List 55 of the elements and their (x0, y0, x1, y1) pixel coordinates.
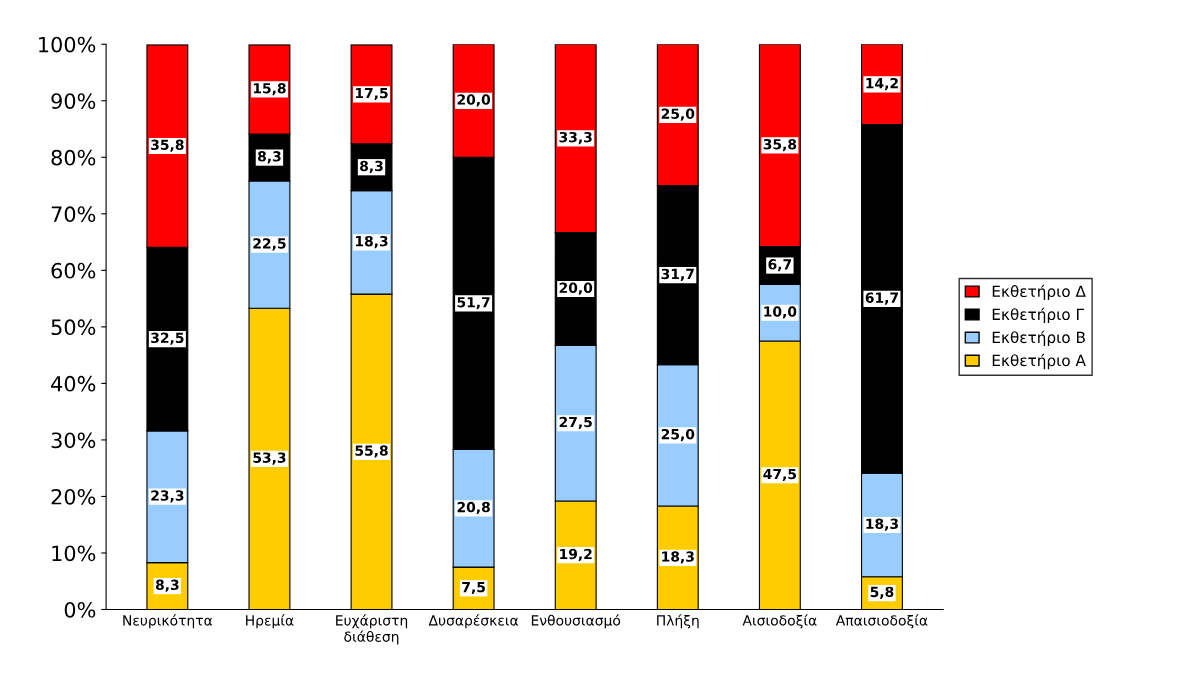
y-tick-label: 80% (51, 149, 96, 166)
data-label: 32,5 (151, 332, 184, 345)
data-label: 7,5 (462, 582, 485, 595)
data-label: 18,3 (355, 235, 388, 249)
data-label: 8,3 (360, 160, 383, 174)
y-tick-label: 30% (51, 432, 96, 449)
data-label: 27,5 (559, 416, 592, 430)
data-label: 61,7 (865, 292, 898, 305)
data-label: 6,7 (768, 259, 792, 272)
data-label: 5,8 (870, 586, 894, 599)
y-tick-label: 20% (51, 488, 96, 505)
y-tick-label: 0% (64, 601, 96, 618)
x-tick-label: Αισιοδοξία (742, 614, 817, 629)
data-label: 18,3 (662, 551, 694, 564)
x-tick-label: Απαισιοδοξία (835, 614, 928, 629)
legend-label: Εκθετήριο Γ (992, 307, 1084, 324)
data-label: 47,5 (763, 468, 797, 482)
data-label: 20,0 (457, 94, 491, 107)
x-tick-label: Ευχάριστη διάθεση (336, 614, 408, 645)
data-label: 17,5 (355, 87, 388, 101)
data-label: 55,8 (355, 445, 388, 458)
data-label: 23,3 (151, 490, 184, 503)
data-label: 51,7 (457, 297, 490, 310)
x-tick-label: Πλήξη (657, 614, 699, 629)
legend-label: Εκθετήριο Α (992, 353, 1086, 370)
y-tick-label: 100% (39, 36, 96, 53)
data-label: 22,5 (253, 238, 286, 251)
data-label: 19,2 (560, 548, 592, 562)
y-tick-label: 90% (51, 93, 96, 109)
x-tick-label: Ηρεμία (246, 614, 294, 629)
data-label: 18,3 (866, 518, 898, 531)
data-label: 35,8 (763, 138, 797, 152)
data-label: 14,2 (866, 77, 898, 91)
data-label: 53,3 (253, 452, 286, 465)
data-label: 35,8 (151, 139, 184, 152)
data-label: 8,3 (257, 151, 281, 164)
y-tick-label: 10% (52, 545, 96, 562)
x-tick-label: Ενθουσιασμό (531, 614, 621, 629)
x-tick-label: Νευρικότητα (123, 614, 213, 629)
legend-label: Εκθετήριο Δ (992, 284, 1086, 301)
data-label: 20,8 (457, 501, 490, 515)
data-label: 20,0 (559, 282, 593, 295)
y-tick-label: 60% (51, 262, 96, 279)
legend-label: Εκθετήριο Β (992, 330, 1085, 347)
x-tick-label: Δυσαρέσκεια (428, 614, 519, 629)
y-tick-label: 40% (51, 375, 96, 392)
y-tick-label: 70% (51, 206, 96, 223)
y-tick-label: 50% (51, 319, 96, 336)
data-label: 25,0 (661, 108, 695, 121)
data-label: 8,3 (155, 579, 179, 592)
data-label: 25,0 (661, 428, 695, 442)
data-label: 33,3 (559, 131, 592, 145)
data-label: 10,0 (764, 306, 797, 319)
data-label: 15,8 (253, 83, 286, 96)
data-label: 31,7 (661, 268, 694, 281)
